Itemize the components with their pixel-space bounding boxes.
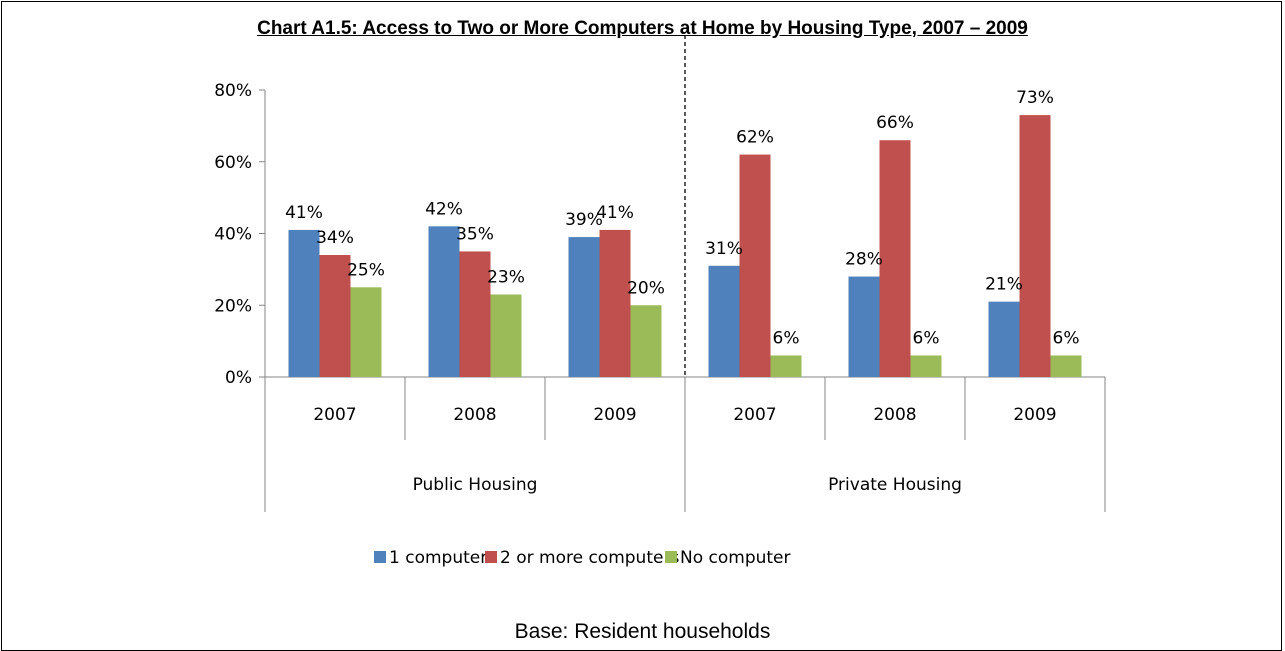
data-label: 25% bbox=[347, 260, 385, 280]
data-label: 39% bbox=[565, 210, 603, 230]
data-label: 35% bbox=[456, 224, 494, 244]
bar bbox=[1019, 115, 1051, 378]
bar bbox=[459, 251, 491, 377]
x-tick-label: 2007 bbox=[313, 405, 356, 425]
y-tick-label: 60% bbox=[214, 153, 252, 173]
data-label: 42% bbox=[425, 199, 463, 219]
legend-label: No computer bbox=[680, 548, 791, 568]
data-label: 31% bbox=[705, 239, 743, 259]
data-label: 41% bbox=[285, 203, 323, 223]
data-label: 28% bbox=[845, 250, 883, 270]
bar bbox=[848, 276, 880, 377]
y-tick-label: 0% bbox=[225, 368, 252, 388]
data-label: 41% bbox=[596, 203, 634, 223]
group-label: Public Housing bbox=[413, 475, 538, 495]
y-axis: 0% 20% 40% 60% 80% bbox=[214, 81, 266, 388]
bar bbox=[988, 301, 1020, 377]
bar bbox=[630, 305, 662, 377]
bar bbox=[350, 287, 382, 377]
bar bbox=[910, 355, 942, 377]
data-label: 66% bbox=[876, 113, 914, 133]
x-tick-label: 2009 bbox=[1013, 405, 1056, 425]
legend-swatch bbox=[374, 551, 386, 563]
data-label: 62% bbox=[736, 128, 774, 148]
bar bbox=[708, 265, 740, 377]
data-label: 6% bbox=[1053, 328, 1080, 348]
chart-footnote: Base: Resident households bbox=[514, 620, 771, 643]
data-labels: 41%34%25%42%35%23%39%41%20%31%62%6%28%66… bbox=[285, 88, 1079, 348]
data-label: 34% bbox=[316, 228, 354, 248]
y-tick-label: 40% bbox=[214, 225, 252, 245]
bar bbox=[288, 229, 320, 377]
x-tick-label: 2008 bbox=[453, 405, 496, 425]
legend-swatch bbox=[665, 551, 677, 563]
bar bbox=[739, 154, 771, 377]
x-tick-label: 2008 bbox=[873, 405, 916, 425]
bar bbox=[568, 237, 600, 377]
legend-label: 1 computer bbox=[389, 548, 487, 568]
legend-label: 2 or more computers bbox=[500, 548, 679, 568]
data-label: 21% bbox=[985, 275, 1023, 295]
data-label: 23% bbox=[487, 267, 525, 287]
data-label: 73% bbox=[1016, 88, 1054, 108]
bar bbox=[599, 229, 631, 377]
bar bbox=[770, 355, 802, 377]
bars bbox=[288, 115, 1082, 378]
bar bbox=[879, 140, 911, 377]
y-tick-label: 80% bbox=[214, 81, 252, 101]
legend: 1 computer 2 or more computers No computer bbox=[374, 548, 791, 568]
group-label: Private Housing bbox=[828, 475, 962, 495]
chart-title: Chart A1.5: Access to Two or More Comput… bbox=[257, 18, 1028, 39]
x-tick-label: 2007 bbox=[733, 405, 776, 425]
bar bbox=[319, 255, 351, 377]
x-axis: 2007 2008 2009 2007 2008 2009 Public Housing Pr… bbox=[264, 35, 1106, 512]
x-tick-label: 2009 bbox=[593, 405, 636, 425]
bar bbox=[428, 226, 460, 377]
bar bbox=[1050, 355, 1082, 377]
data-label: 6% bbox=[913, 328, 940, 348]
y-tick-label: 20% bbox=[214, 296, 252, 316]
legend-swatch bbox=[485, 551, 497, 563]
data-label: 20% bbox=[627, 278, 665, 298]
data-label: 6% bbox=[773, 328, 800, 348]
bar bbox=[490, 294, 522, 377]
